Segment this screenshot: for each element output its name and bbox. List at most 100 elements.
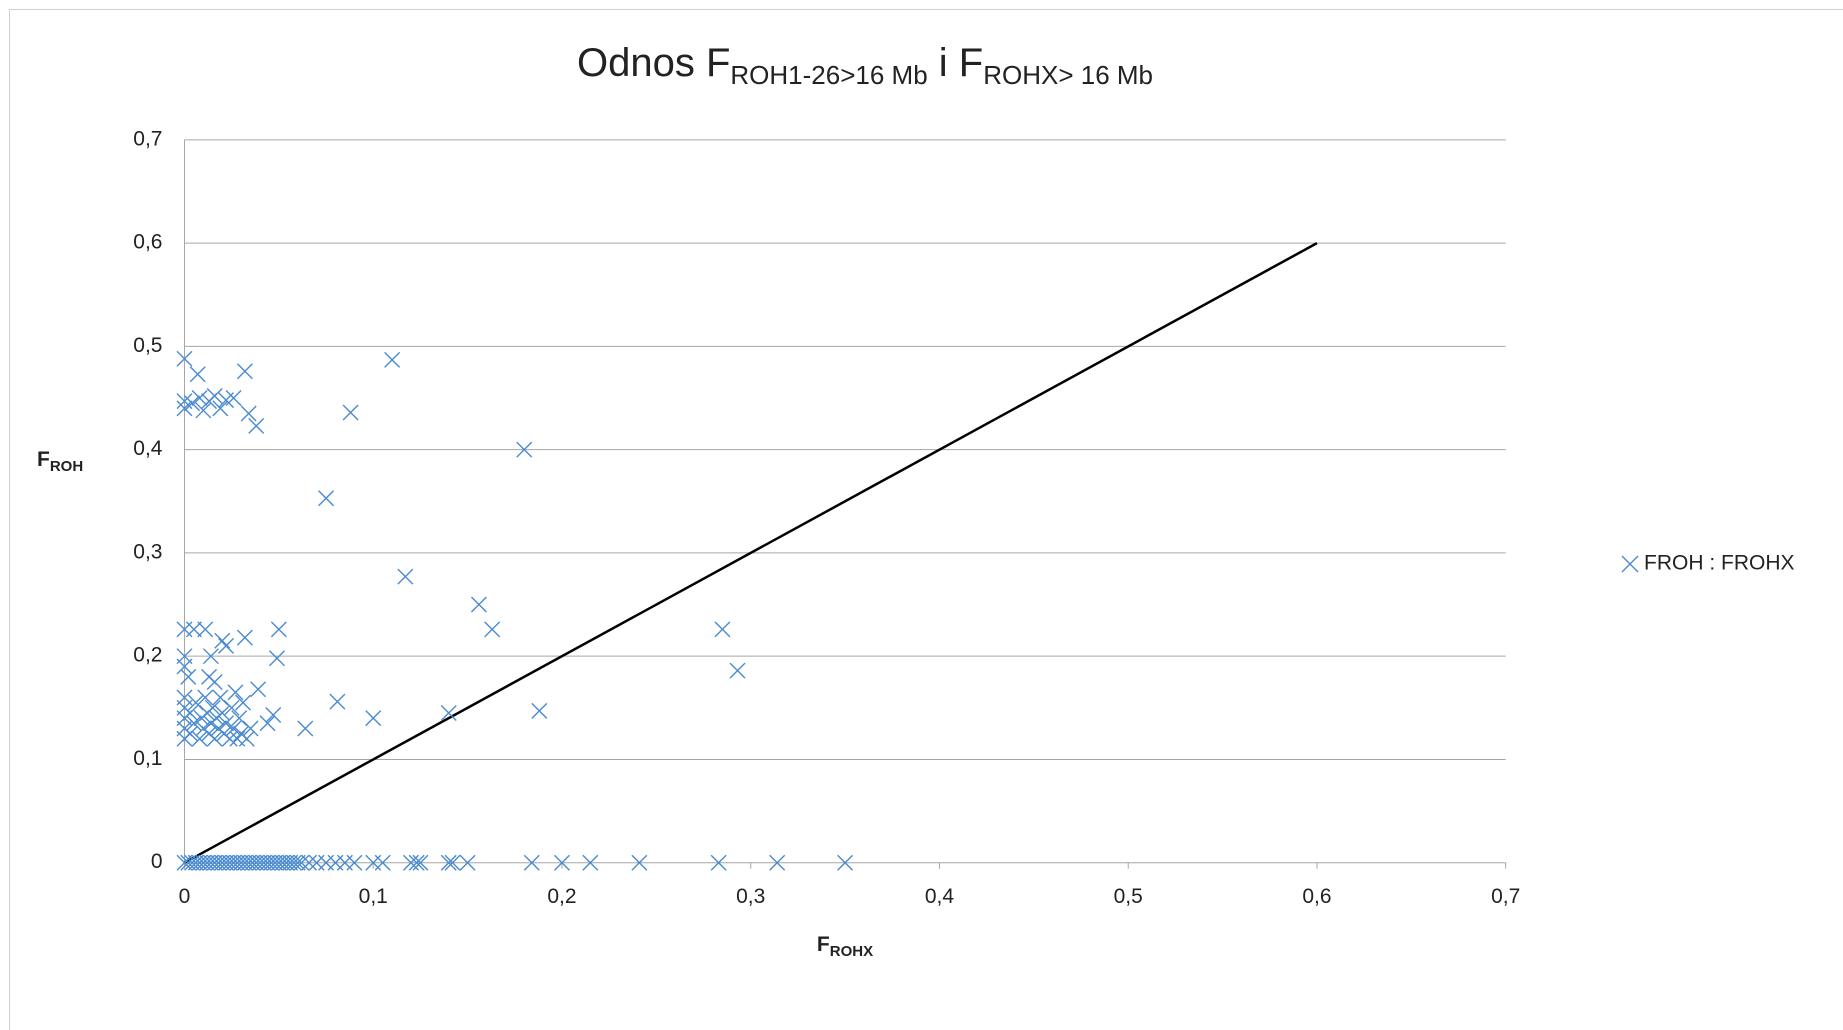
scatter-point <box>397 568 414 585</box>
scatter-point <box>180 668 197 685</box>
scatter-point <box>714 621 731 638</box>
scatter-point <box>176 658 193 675</box>
scatter-point <box>221 730 238 747</box>
scatter-point <box>199 854 216 871</box>
scatter-point <box>195 854 212 871</box>
scatter-point <box>631 854 648 871</box>
scatter-point <box>176 400 193 417</box>
scatter-point <box>365 710 382 727</box>
scatter-point <box>408 854 425 871</box>
y-tick-label: 0,2 <box>133 644 162 667</box>
x-tick-label: 0,5 <box>1114 885 1143 908</box>
scatter-point <box>553 854 570 871</box>
legend-label: FROH : FROHX <box>1644 552 1795 575</box>
scatter-point <box>212 689 229 706</box>
scatter-point <box>191 390 208 407</box>
scatter-point <box>218 715 235 732</box>
scatter-point <box>197 689 214 706</box>
y-axis-label: FROH <box>37 448 83 475</box>
scatter-point <box>278 854 295 871</box>
scatter-point <box>440 854 457 871</box>
scatter-point <box>250 681 267 698</box>
scatter-point <box>318 490 335 507</box>
scatter-point <box>252 854 268 871</box>
chart-frame <box>9 9 1843 1030</box>
scatter-point <box>244 854 261 871</box>
scatter-point <box>218 637 235 654</box>
scatter-point <box>444 854 461 871</box>
scatter-point <box>710 854 727 871</box>
scatter-point <box>184 854 201 871</box>
scatter-point <box>248 854 265 871</box>
y-tick-label: 0,3 <box>133 540 162 563</box>
scatter-point <box>212 400 229 417</box>
scatter-point <box>248 417 265 434</box>
scatter-point <box>206 387 223 404</box>
scatter-point <box>329 693 346 710</box>
scatter-point <box>202 854 219 871</box>
x-tick-label: 0,2 <box>547 885 576 908</box>
scatter-point <box>484 621 501 638</box>
scatter-point <box>176 689 193 706</box>
scatter-point <box>210 854 227 871</box>
scatter-point <box>301 854 318 871</box>
scatter-point <box>182 725 199 742</box>
scatter-point <box>240 405 257 422</box>
scatter-point <box>293 854 310 871</box>
scatter-point <box>240 854 257 871</box>
scatter-point <box>837 854 854 871</box>
y-tick-label: 0,7 <box>133 127 162 150</box>
x-tick-label: 0,1 <box>359 885 388 908</box>
scatter-point <box>225 720 242 737</box>
scatter-point <box>191 854 208 871</box>
scatter-point <box>221 854 238 871</box>
scatter-point <box>531 702 548 719</box>
scatter-point <box>470 596 487 613</box>
scatter-point <box>231 710 248 727</box>
scatter-point <box>263 854 280 871</box>
scatter-point <box>289 854 306 871</box>
scatter-point <box>189 366 206 383</box>
scatter-point <box>440 704 457 721</box>
scatter-point <box>729 662 746 679</box>
scatter-point <box>297 720 314 737</box>
scatter-point <box>769 854 786 871</box>
scatter-point <box>223 699 240 716</box>
y-tick-label: 0,1 <box>133 747 162 770</box>
scatter-point <box>412 854 429 871</box>
scatter-point <box>214 854 231 871</box>
scatter-point <box>204 699 221 716</box>
scatter-point <box>225 390 242 407</box>
x-tick-label: 0,7 <box>1491 885 1520 908</box>
scatter-point <box>206 674 223 690</box>
scatter-point <box>176 854 193 871</box>
scatter-point <box>384 351 401 368</box>
scatter-point <box>516 441 533 458</box>
scatter-point <box>259 715 276 732</box>
scatter-point <box>259 854 276 871</box>
scatter-point <box>523 854 540 871</box>
x-tick-label: 0,4 <box>925 885 955 908</box>
scatter-point <box>184 395 201 412</box>
scatter-point <box>233 854 250 871</box>
scatter-point <box>242 720 259 737</box>
scatter-point <box>227 684 244 701</box>
legend-marker <box>1621 555 1639 573</box>
scatter-point <box>214 704 231 721</box>
scatter-point <box>236 854 253 871</box>
scatter-point <box>182 704 199 721</box>
scatter-point <box>195 402 212 419</box>
scatter-point <box>229 854 246 871</box>
scatter-point <box>459 854 476 871</box>
scatter-point <box>191 730 208 747</box>
scatter-point <box>274 854 291 871</box>
scatter-point <box>180 854 197 871</box>
scatter-point <box>270 854 287 871</box>
x-tick-label: 0 <box>179 885 191 908</box>
scatter-point <box>236 629 253 646</box>
y-tick-label: 0,6 <box>133 231 162 254</box>
x-tick-label: 0,6 <box>1302 885 1331 908</box>
scatter-point <box>238 730 255 747</box>
